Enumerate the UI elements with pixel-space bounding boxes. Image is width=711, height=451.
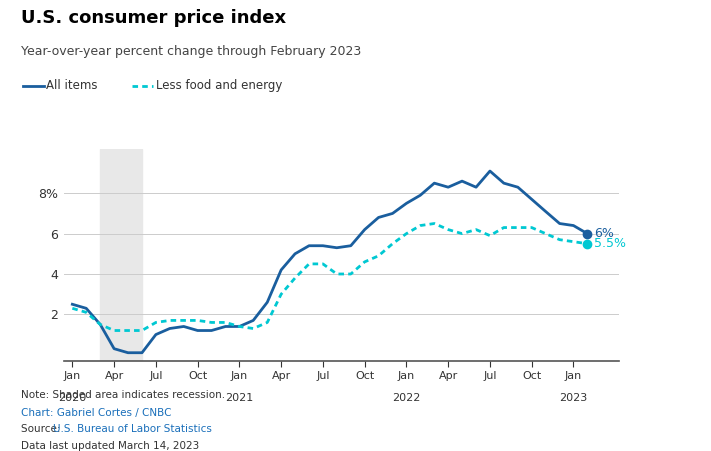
- Text: Note: Shaded area indicates recession.: Note: Shaded area indicates recession.: [21, 390, 225, 400]
- Text: U.S. Bureau of Labor Statistics: U.S. Bureau of Labor Statistics: [53, 424, 212, 434]
- Text: 2022: 2022: [392, 393, 421, 403]
- Text: Less food and energy: Less food and energy: [156, 79, 283, 92]
- Text: Data last updated March 14, 2023: Data last updated March 14, 2023: [21, 441, 200, 451]
- Text: 2023: 2023: [560, 393, 587, 403]
- Text: 5.5%: 5.5%: [594, 237, 626, 250]
- Bar: [100, 149, 142, 361]
- Text: Year-over-year percent change through February 2023: Year-over-year percent change through Fe…: [21, 45, 362, 58]
- Text: U.S. consumer price index: U.S. consumer price index: [21, 9, 287, 27]
- Text: 6%: 6%: [594, 227, 614, 240]
- Text: Source:: Source:: [21, 424, 64, 434]
- Text: 2020: 2020: [58, 393, 87, 403]
- Text: 2021: 2021: [225, 393, 254, 403]
- Text: All items: All items: [46, 79, 97, 92]
- Text: Chart: Gabriel Cortes / CNBC: Chart: Gabriel Cortes / CNBC: [21, 408, 172, 418]
